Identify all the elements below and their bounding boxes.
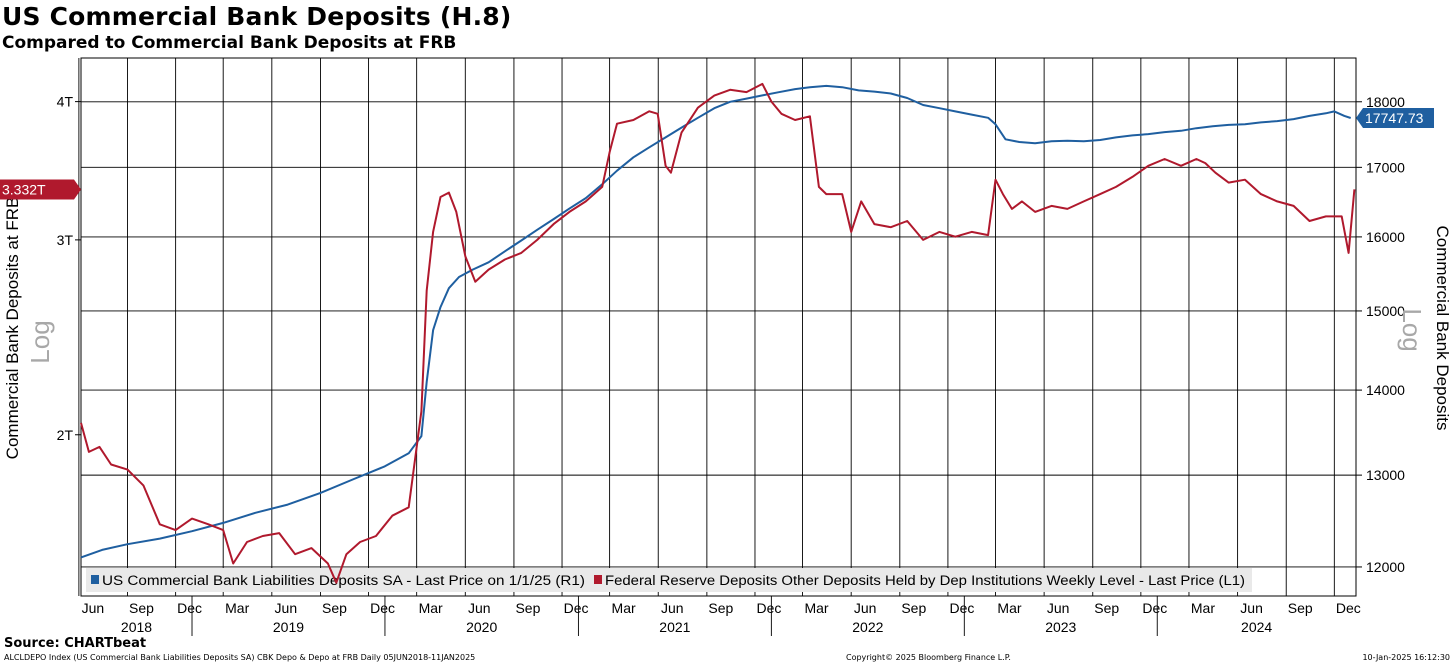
chart-subtitle: Compared to Commercial Bank Deposits at … bbox=[2, 33, 457, 53]
x-year-label: 2019 bbox=[273, 619, 304, 635]
x-tick-label: Dec bbox=[1142, 600, 1167, 616]
x-year-label: 2018 bbox=[121, 619, 152, 635]
x-axis: Jun Sep Dec Mar Jun Sep Dec Mar Jun Sep Dec Mar Jun S… bbox=[81, 595, 1361, 636]
right-tick-label: 15000 bbox=[1366, 303, 1405, 319]
x-tick-label: Sep bbox=[1094, 600, 1119, 616]
grid-lines bbox=[78, 58, 1356, 596]
left-tick-label: 3T bbox=[57, 232, 74, 248]
legend-background bbox=[86, 568, 1252, 592]
x-tick-label: Sep bbox=[901, 600, 926, 616]
x-tick-label: Sep bbox=[515, 600, 540, 616]
legend-swatch-red bbox=[594, 575, 602, 584]
source-note: Source: CHARTbeat bbox=[4, 636, 147, 651]
left-axis-label: Commercial Bank Deposits at FRB bbox=[3, 197, 22, 460]
x-tick-label: Dec bbox=[564, 600, 589, 616]
legend-label-red: Federal Reserve Deposits Other Deposits … bbox=[605, 573, 1245, 588]
x-tick-label: Jun bbox=[1240, 600, 1263, 616]
x-tick-label: Sep bbox=[322, 600, 347, 616]
x-tick-label: Mar bbox=[612, 600, 636, 616]
x-tick-label: Mar bbox=[225, 600, 249, 616]
x-tick-label: Mar bbox=[1191, 600, 1215, 616]
x-tick-label: Jun bbox=[1047, 600, 1070, 616]
x-year-label: 2021 bbox=[659, 619, 690, 635]
x-year-label: 2024 bbox=[1241, 619, 1272, 635]
series-lines bbox=[80, 82, 1356, 584]
x-tick-label: Dec bbox=[757, 600, 782, 616]
series-line-fed-reserve-deposits bbox=[80, 82, 1356, 584]
x-tick-label: Sep bbox=[1288, 600, 1313, 616]
x-year-label: 2022 bbox=[852, 619, 883, 635]
right-last-value: 17747.73 bbox=[1365, 110, 1424, 126]
x-tick-label: Mar bbox=[997, 600, 1021, 616]
legend: US Commercial Bank Liabilities Deposits … bbox=[86, 568, 1252, 592]
right-tick-label: 16000 bbox=[1366, 229, 1405, 245]
x-tick-label: Sep bbox=[129, 600, 154, 616]
x-tick-label: Jun bbox=[661, 600, 684, 616]
series-line-us-commercial-bank-deposits bbox=[80, 84, 1352, 559]
left-last-value-tag: 3.332T bbox=[0, 179, 81, 200]
x-tick-label: Dec bbox=[370, 600, 395, 616]
timestamp: 10-Jan-2025 16:12:30 bbox=[1362, 653, 1450, 662]
x-tick-label: Jun bbox=[275, 600, 298, 616]
x-tick-label: Mar bbox=[804, 600, 828, 616]
x-tick-label: Dec bbox=[1336, 600, 1361, 616]
left-tick-label: 4T bbox=[57, 94, 74, 110]
right-log-label: Log bbox=[1397, 308, 1427, 351]
x-tick-label: Mar bbox=[419, 600, 443, 616]
legend-swatch-blue bbox=[91, 575, 99, 584]
legend-label-blue: US Commercial Bank Liabilities Deposits … bbox=[102, 573, 585, 588]
right-last-value-tag: 17747.73 bbox=[1356, 107, 1434, 128]
left-axis: 2T 3T 4T bbox=[57, 94, 81, 443]
left-tag-shape bbox=[0, 179, 81, 200]
right-tick-label: 18000 bbox=[1366, 94, 1405, 110]
x-tick-label: Dec bbox=[177, 600, 202, 616]
right-tick-label: 13000 bbox=[1366, 467, 1405, 483]
copyright: Copyright© 2025 Bloomberg Finance L.P. bbox=[846, 653, 1011, 662]
x-tick-label: Jun bbox=[854, 600, 877, 616]
x-year-label: 2023 bbox=[1045, 619, 1076, 635]
chart-title: US Commercial Bank Deposits (H.8) bbox=[2, 2, 512, 31]
left-last-value: 3.332T bbox=[2, 181, 46, 197]
x-tick-label: Dec bbox=[949, 600, 974, 616]
left-tick-label: 2T bbox=[57, 427, 74, 443]
x-tick-label: Jun bbox=[468, 600, 491, 616]
x-tick-label: Sep bbox=[708, 600, 733, 616]
right-tick-label: 12000 bbox=[1366, 559, 1405, 575]
index-info: ALCLDEPO Index (US Commercial Bank Liabi… bbox=[4, 653, 476, 662]
right-tick-label: 17000 bbox=[1366, 159, 1405, 175]
x-year-label: 2020 bbox=[466, 619, 497, 635]
left-log-label: Log bbox=[25, 320, 55, 363]
right-axis: 12000 13000 14000 15000 16000 17000 18000 bbox=[1356, 94, 1405, 575]
right-tag-shape bbox=[1356, 107, 1434, 128]
x-tick-label: Jun bbox=[82, 600, 105, 616]
right-tick-label: 14000 bbox=[1366, 382, 1405, 398]
right-axis-label: Commercial Bank Deposits bbox=[1433, 225, 1452, 430]
